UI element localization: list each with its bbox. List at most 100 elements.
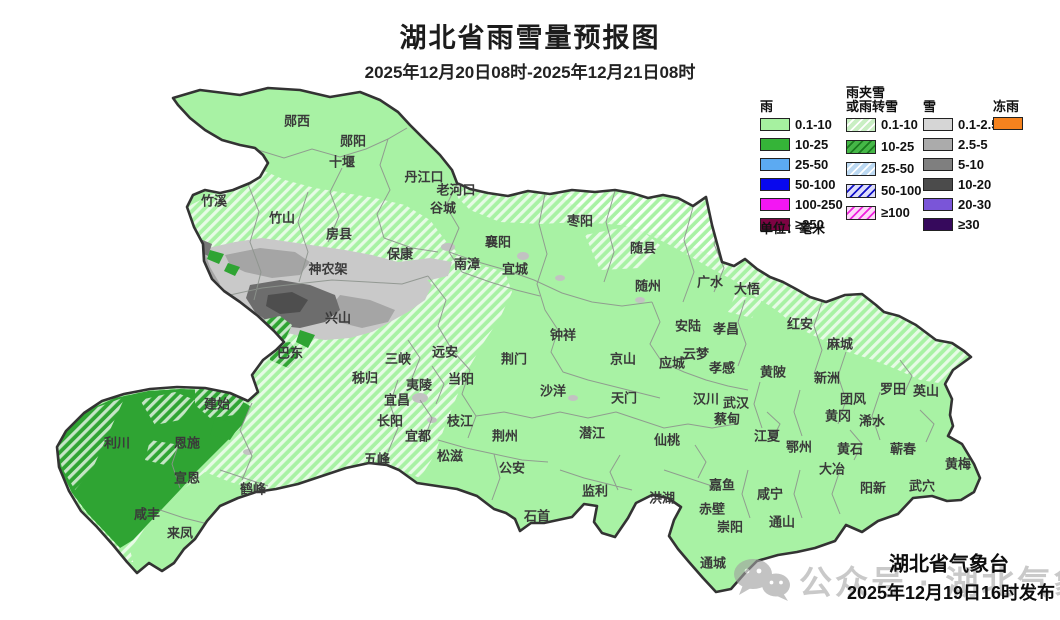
county-label: 武穴 — [908, 478, 936, 494]
rain-area-southwest — [57, 389, 250, 548]
county-label: 武汉 — [722, 395, 750, 411]
county-label: 红安 — [786, 316, 814, 332]
page-subtitle: 2025年12月20日08时-2025年12月21日08时 — [364, 63, 696, 82]
county-label: 郧阳 — [339, 133, 367, 149]
legend-value-label: 0.1-10 — [795, 117, 832, 132]
county-label: 长阳 — [376, 413, 404, 429]
county-label: 房县 — [325, 226, 353, 242]
county-label: 崇阳 — [716, 519, 744, 535]
legend-column: 雨 0.1-10 10-25 25-50 50-100 100-250 ≥250 — [760, 86, 843, 237]
county-label: 孝感 — [708, 360, 736, 376]
county-label: 黄梅 — [944, 456, 972, 472]
legend-value-label: 0.1-2.5 — [958, 117, 999, 132]
county-label: 郧西 — [283, 113, 311, 129]
legend-item: ≥30 — [923, 217, 998, 232]
page-title: 湖北省雨雪量预报图 — [399, 23, 661, 53]
legend-swatch — [923, 178, 953, 191]
watermark-text: 公众号 · 湖北气象 — [799, 564, 1060, 601]
legend-value-label: 10-25 — [795, 137, 829, 152]
county-label: 阳新 — [859, 480, 887, 496]
county-label: 麻城 — [826, 336, 854, 352]
county-label: 荆门 — [500, 351, 528, 367]
legend-column-title: 雨夹雪 — [846, 85, 886, 100]
legend-swatch — [760, 158, 790, 171]
county-label: 安陆 — [674, 318, 702, 334]
legend-item: 50-100 — [846, 183, 921, 198]
legend-item: ≥100 — [846, 205, 921, 220]
legend-value-label: 20-30 — [958, 197, 992, 212]
legend-column-title: 雨 — [760, 99, 774, 114]
legend-value-label: ≥100 — [881, 205, 910, 220]
county-label: 竹山 — [268, 210, 296, 226]
county-label: 随县 — [629, 240, 657, 256]
legend-item: 10-25 — [846, 139, 921, 154]
county-label: 沙洋 — [539, 383, 567, 399]
county-label: 保康 — [386, 246, 414, 262]
county-label: 襄阳 — [484, 234, 512, 250]
county-label: 夷陵 — [405, 377, 433, 393]
county-label: 五峰 — [363, 451, 391, 467]
county-label: 孝昌 — [712, 321, 740, 337]
legend-value-label: 2.5-5 — [958, 137, 988, 152]
province-border — [55, 86, 982, 594]
legend-value-label: ≥250 — [795, 217, 824, 232]
county-label: 黄冈 — [824, 408, 852, 424]
county-label: 浠水 — [858, 413, 886, 429]
county-label: 汉川 — [692, 391, 720, 407]
legend-item — [993, 117, 1028, 130]
legend-column: 雨夹雪 或雨转雪 0.1-10 10-25 25-50 50-100 ≥100 — [846, 86, 921, 227]
legend-swatch — [923, 158, 953, 171]
county-label: 枣阳 — [566, 213, 594, 229]
county-label: 建始 — [203, 396, 231, 412]
legend-swatch — [760, 178, 790, 191]
legend-column-title: 或雨转雪 — [846, 99, 899, 114]
county-label: 谷城 — [429, 200, 457, 216]
county-label: 江夏 — [753, 428, 781, 444]
legend-value-label: 10-20 — [958, 177, 992, 192]
legend-item: 100-250 — [760, 197, 843, 212]
legend-item: 10-25 — [760, 137, 843, 152]
county-label: 宣恩 — [173, 470, 201, 486]
county-label: 宜昌 — [383, 392, 411, 408]
county-label: 嘉鱼 — [708, 477, 736, 493]
legend-item: 0.1-10 — [760, 117, 843, 132]
legend-column-title: 雪 — [923, 99, 937, 114]
county-label: 新洲 — [813, 370, 841, 386]
county-label: 当阳 — [447, 371, 475, 387]
legend-value-label: ≥30 — [958, 217, 980, 232]
wechat-icon — [734, 559, 790, 601]
legend-value-label: 100-250 — [795, 197, 843, 212]
legend-value-label: 5-10 — [958, 157, 985, 172]
county-label: 丹江口 — [404, 169, 444, 185]
legend-swatch — [923, 218, 953, 231]
county-label: 兴山 — [324, 310, 352, 326]
county-label: 咸丰 — [133, 506, 161, 522]
legend-item: 25-50 — [760, 157, 843, 172]
county-label: 京山 — [609, 351, 637, 367]
legend-value-label: 0.1-10 — [881, 117, 918, 132]
county-label: 荆州 — [491, 428, 519, 444]
sleet-area-northeast-arm — [560, 192, 971, 384]
legend-value-label: 50-100 — [795, 177, 836, 192]
county-label: 监利 — [581, 483, 609, 499]
county-label: 枝江 — [446, 413, 474, 429]
county-label: 竹溪 — [200, 193, 228, 209]
legend-swatch — [760, 118, 790, 131]
county-label: 咸宁 — [756, 486, 784, 502]
legend-item: 20-30 — [923, 197, 998, 212]
watermark: 公众号 · 湖北气象 — [733, 556, 1060, 604]
county-label: 宜都 — [404, 428, 432, 444]
legend-item: 10-20 — [923, 177, 998, 192]
county-label: 随州 — [634, 278, 662, 294]
county-label: 神农架 — [308, 261, 348, 277]
legend-column: 雪 0.1-2.5 2.5-5 5-10 10-20 20-30 ≥30 — [923, 86, 998, 237]
legend-swatch — [923, 118, 953, 131]
legend-swatch — [760, 138, 790, 151]
issue-time: 2025年12月19日16时发布 — [846, 583, 1056, 603]
legend-swatch — [923, 198, 953, 211]
legend-swatch — [923, 138, 953, 151]
legend-swatch — [760, 218, 790, 231]
legend-item: 0.1-10 — [846, 117, 921, 132]
county-label: 大悟 — [733, 281, 761, 297]
legend-unit-label: 单位：毫米 — [760, 221, 826, 236]
